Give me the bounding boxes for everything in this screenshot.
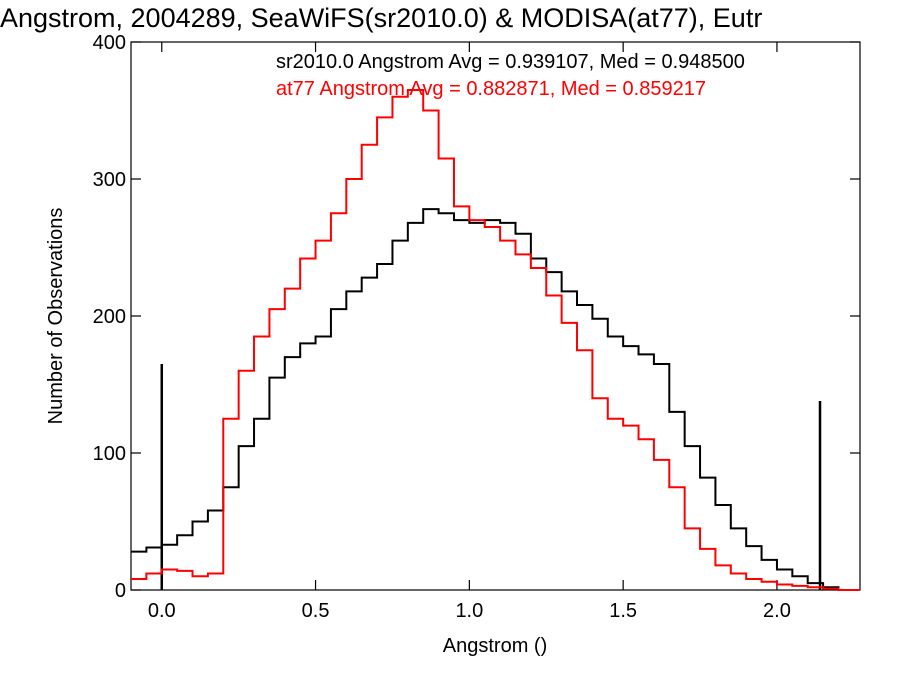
x-axis-label: Angstrom () bbox=[443, 635, 547, 657]
annotation-at77: at77 Angstrom Avg = 0.882871, Med = 0.85… bbox=[276, 78, 706, 100]
y-tick-label: 200 bbox=[93, 306, 126, 328]
series-1-line bbox=[131, 88, 860, 591]
y-tick-label: 0 bbox=[115, 580, 126, 602]
plot-frame bbox=[130, 41, 861, 591]
x-tick-label: 0.5 bbox=[302, 600, 330, 622]
series-0-line bbox=[131, 208, 860, 591]
y-axis-label: Number of Observations bbox=[45, 208, 67, 425]
x-tick-label: 1.0 bbox=[455, 600, 483, 622]
x-tick-label: 0.0 bbox=[148, 600, 176, 622]
y-tick-label: 300 bbox=[93, 169, 126, 191]
chart-title: Angstrom, 2004289, SeaWiFS(sr2010.0) & M… bbox=[0, 3, 762, 33]
y-tick-label: 400 bbox=[93, 32, 126, 54]
y-tick-label: 100 bbox=[93, 443, 126, 465]
x-tick-label: 1.5 bbox=[609, 600, 637, 622]
annotation-sr2010: sr2010.0 Angstrom Avg = 0.939107, Med = … bbox=[276, 51, 745, 73]
x-tick-label: 2.0 bbox=[763, 600, 791, 622]
plot-area: 0.0 0.5 1.0 1.5 2.0 0 100 200 300 400 bbox=[93, 32, 861, 622]
